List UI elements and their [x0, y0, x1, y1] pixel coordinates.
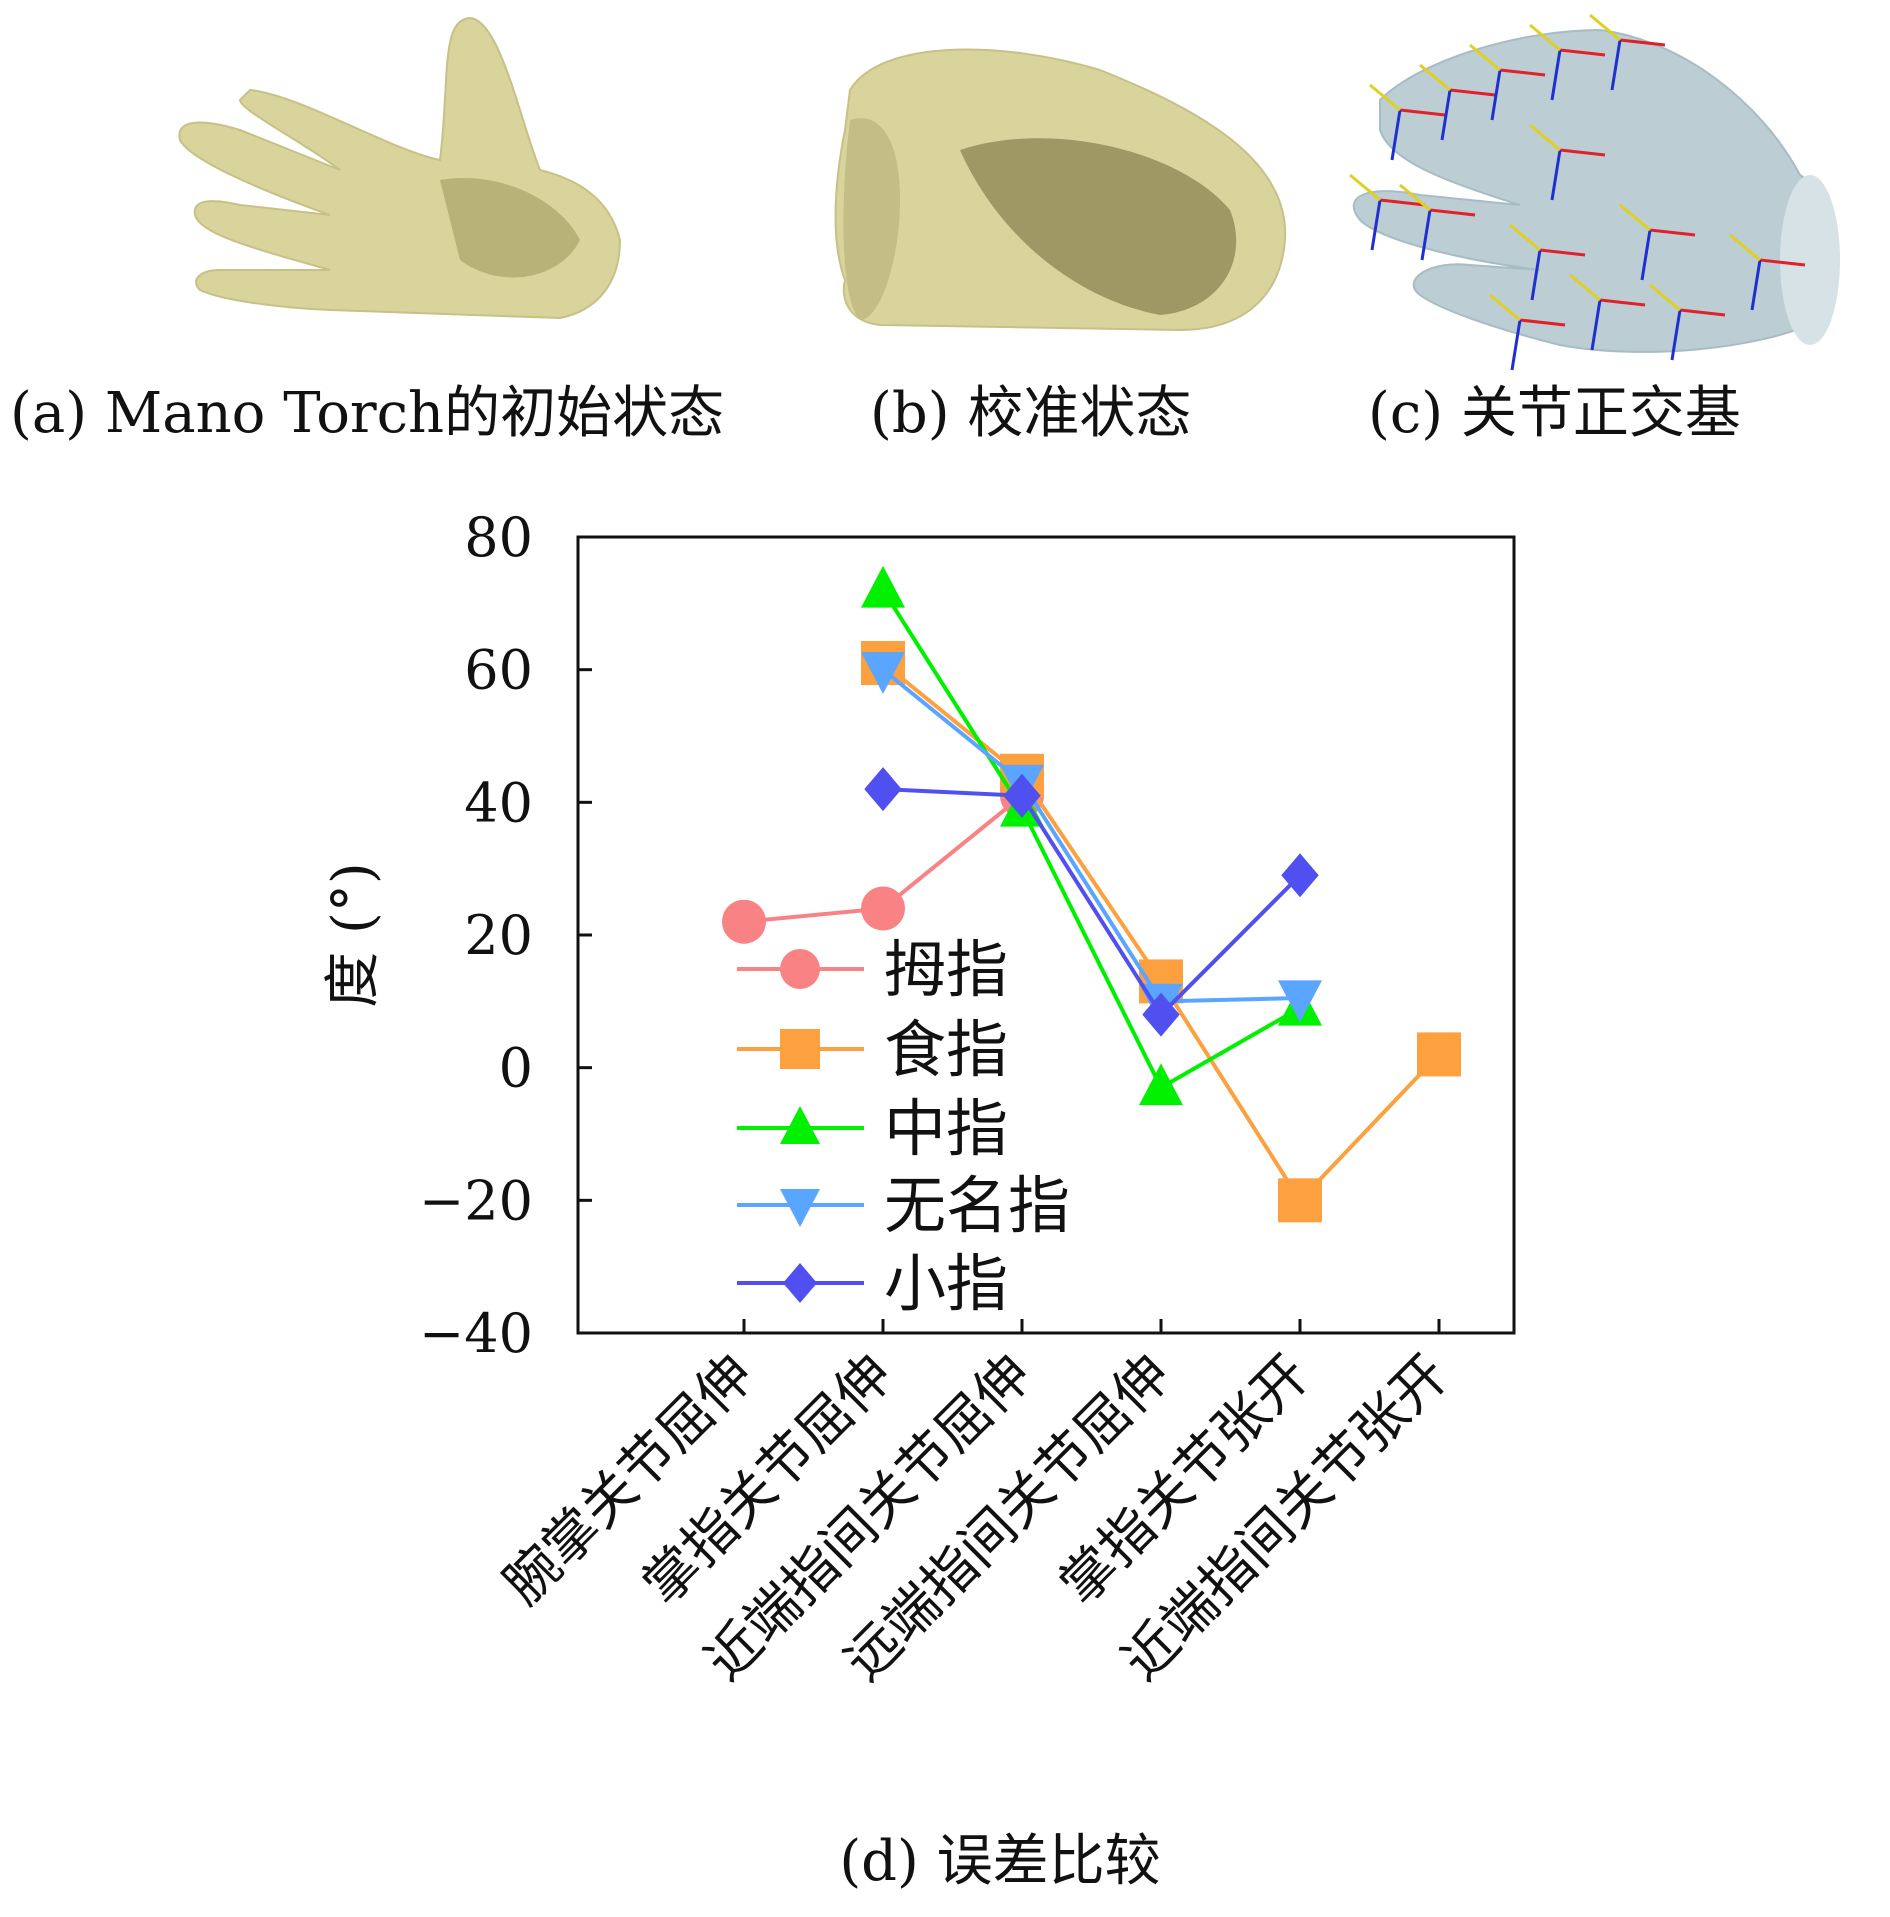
legend-item: 中指: [737, 1092, 1008, 1165]
y-axis-label: 度 (°): [321, 862, 386, 1008]
hand-initial-image: [178, 16, 622, 320]
y-tick-label: 60: [464, 639, 533, 702]
legend-item: 小指: [737, 1247, 1008, 1320]
triangle-up-marker: [1139, 1063, 1183, 1106]
triangle-down-marker: [1278, 980, 1322, 1023]
y-tick-label: 20: [464, 904, 533, 967]
legend-label: 食指: [884, 1013, 1008, 1086]
y-tick-label: −40: [419, 1302, 533, 1365]
circle-marker: [780, 949, 820, 989]
diamond-marker: [783, 1263, 817, 1303]
caption-d: (d) 误差比较: [839, 1829, 1160, 1894]
series-line: [881, 668, 1301, 1004]
diamond-marker: [1281, 853, 1319, 898]
legend-label: 无名指: [884, 1169, 1070, 1242]
legend-item: 无名指: [737, 1169, 1070, 1242]
legend-item: 拇指: [737, 933, 1008, 1006]
legend-label: 中指: [884, 1092, 1008, 1165]
diamond-marker: [864, 767, 902, 812]
square-marker: [1417, 1032, 1461, 1077]
y-tick-label: 40: [464, 771, 533, 834]
y-tick-label: 0: [499, 1037, 533, 1100]
triangle-down-marker: [780, 1189, 820, 1227]
caption-b: (b) 校准状态: [870, 381, 1191, 446]
square-marker: [780, 1029, 820, 1069]
circle-marker: [861, 886, 905, 931]
diamond-marker: [1142, 992, 1180, 1037]
legend-item: 食指: [737, 1013, 1008, 1086]
diamond-marker: [1003, 773, 1041, 818]
triangle-up-marker: [780, 1106, 820, 1144]
square-marker: [1278, 1178, 1322, 1223]
series-4: [864, 767, 1319, 1037]
y-tick-label: −20: [419, 1169, 533, 1232]
hand-joint-basis-image: [1349, 13, 1840, 371]
hand-calibrated-image: [834, 48, 1287, 332]
caption-c: (c) 关节正交基: [1368, 381, 1741, 446]
joint-axes-arrows: [1349, 13, 1806, 371]
legend-label: 拇指: [884, 933, 1008, 1006]
triangle-down-marker: [861, 652, 905, 694]
series-line: [881, 588, 1301, 1091]
series-line: [882, 787, 1302, 1018]
circle-marker: [722, 899, 766, 944]
legend-label: 小指: [884, 1247, 1008, 1320]
triangle-up-marker: [861, 565, 905, 608]
y-tick-label: 80: [464, 506, 533, 569]
caption-a: (a) Mano Torch的初始状态: [10, 381, 724, 446]
